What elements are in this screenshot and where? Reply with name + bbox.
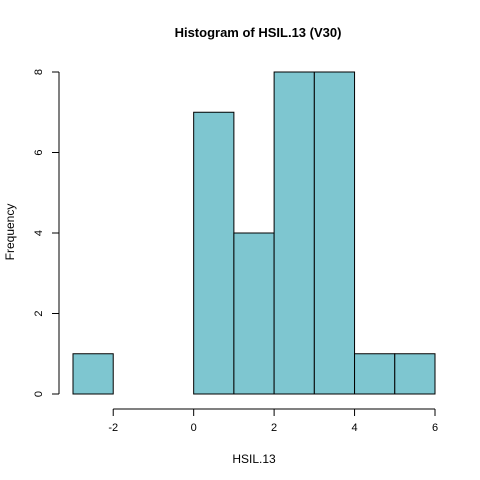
x-axis: -2 0 2 4 6 bbox=[108, 408, 438, 434]
histogram-bar bbox=[273, 71, 315, 395]
y-tick-label: 8 bbox=[33, 69, 45, 75]
y-axis: 0 2 4 6 8 bbox=[33, 69, 60, 397]
chart-title: Histogram of HSIL.13 (V30) bbox=[175, 25, 342, 40]
bars-layer bbox=[72, 71, 436, 395]
histogram-bar bbox=[394, 353, 436, 395]
x-tick-label: 2 bbox=[271, 422, 277, 434]
histogram-bar bbox=[313, 71, 356, 395]
x-tick-label: -2 bbox=[108, 422, 118, 434]
x-axis-label: HSIL.13 bbox=[232, 452, 276, 466]
x-tick-label: 4 bbox=[351, 422, 357, 434]
y-axis-label: Frequency bbox=[3, 204, 17, 261]
y-tick-label: 4 bbox=[33, 230, 45, 236]
y-tick-label: 2 bbox=[33, 310, 45, 316]
histogram-bar bbox=[354, 353, 396, 395]
y-tick-label: 0 bbox=[33, 391, 45, 397]
histogram-bar bbox=[233, 232, 275, 395]
x-tick-label: 6 bbox=[432, 422, 438, 434]
histogram-bar bbox=[193, 111, 235, 395]
x-tick-label: 0 bbox=[191, 422, 197, 434]
y-tick-label: 6 bbox=[33, 149, 45, 155]
histogram-bar bbox=[72, 353, 114, 395]
